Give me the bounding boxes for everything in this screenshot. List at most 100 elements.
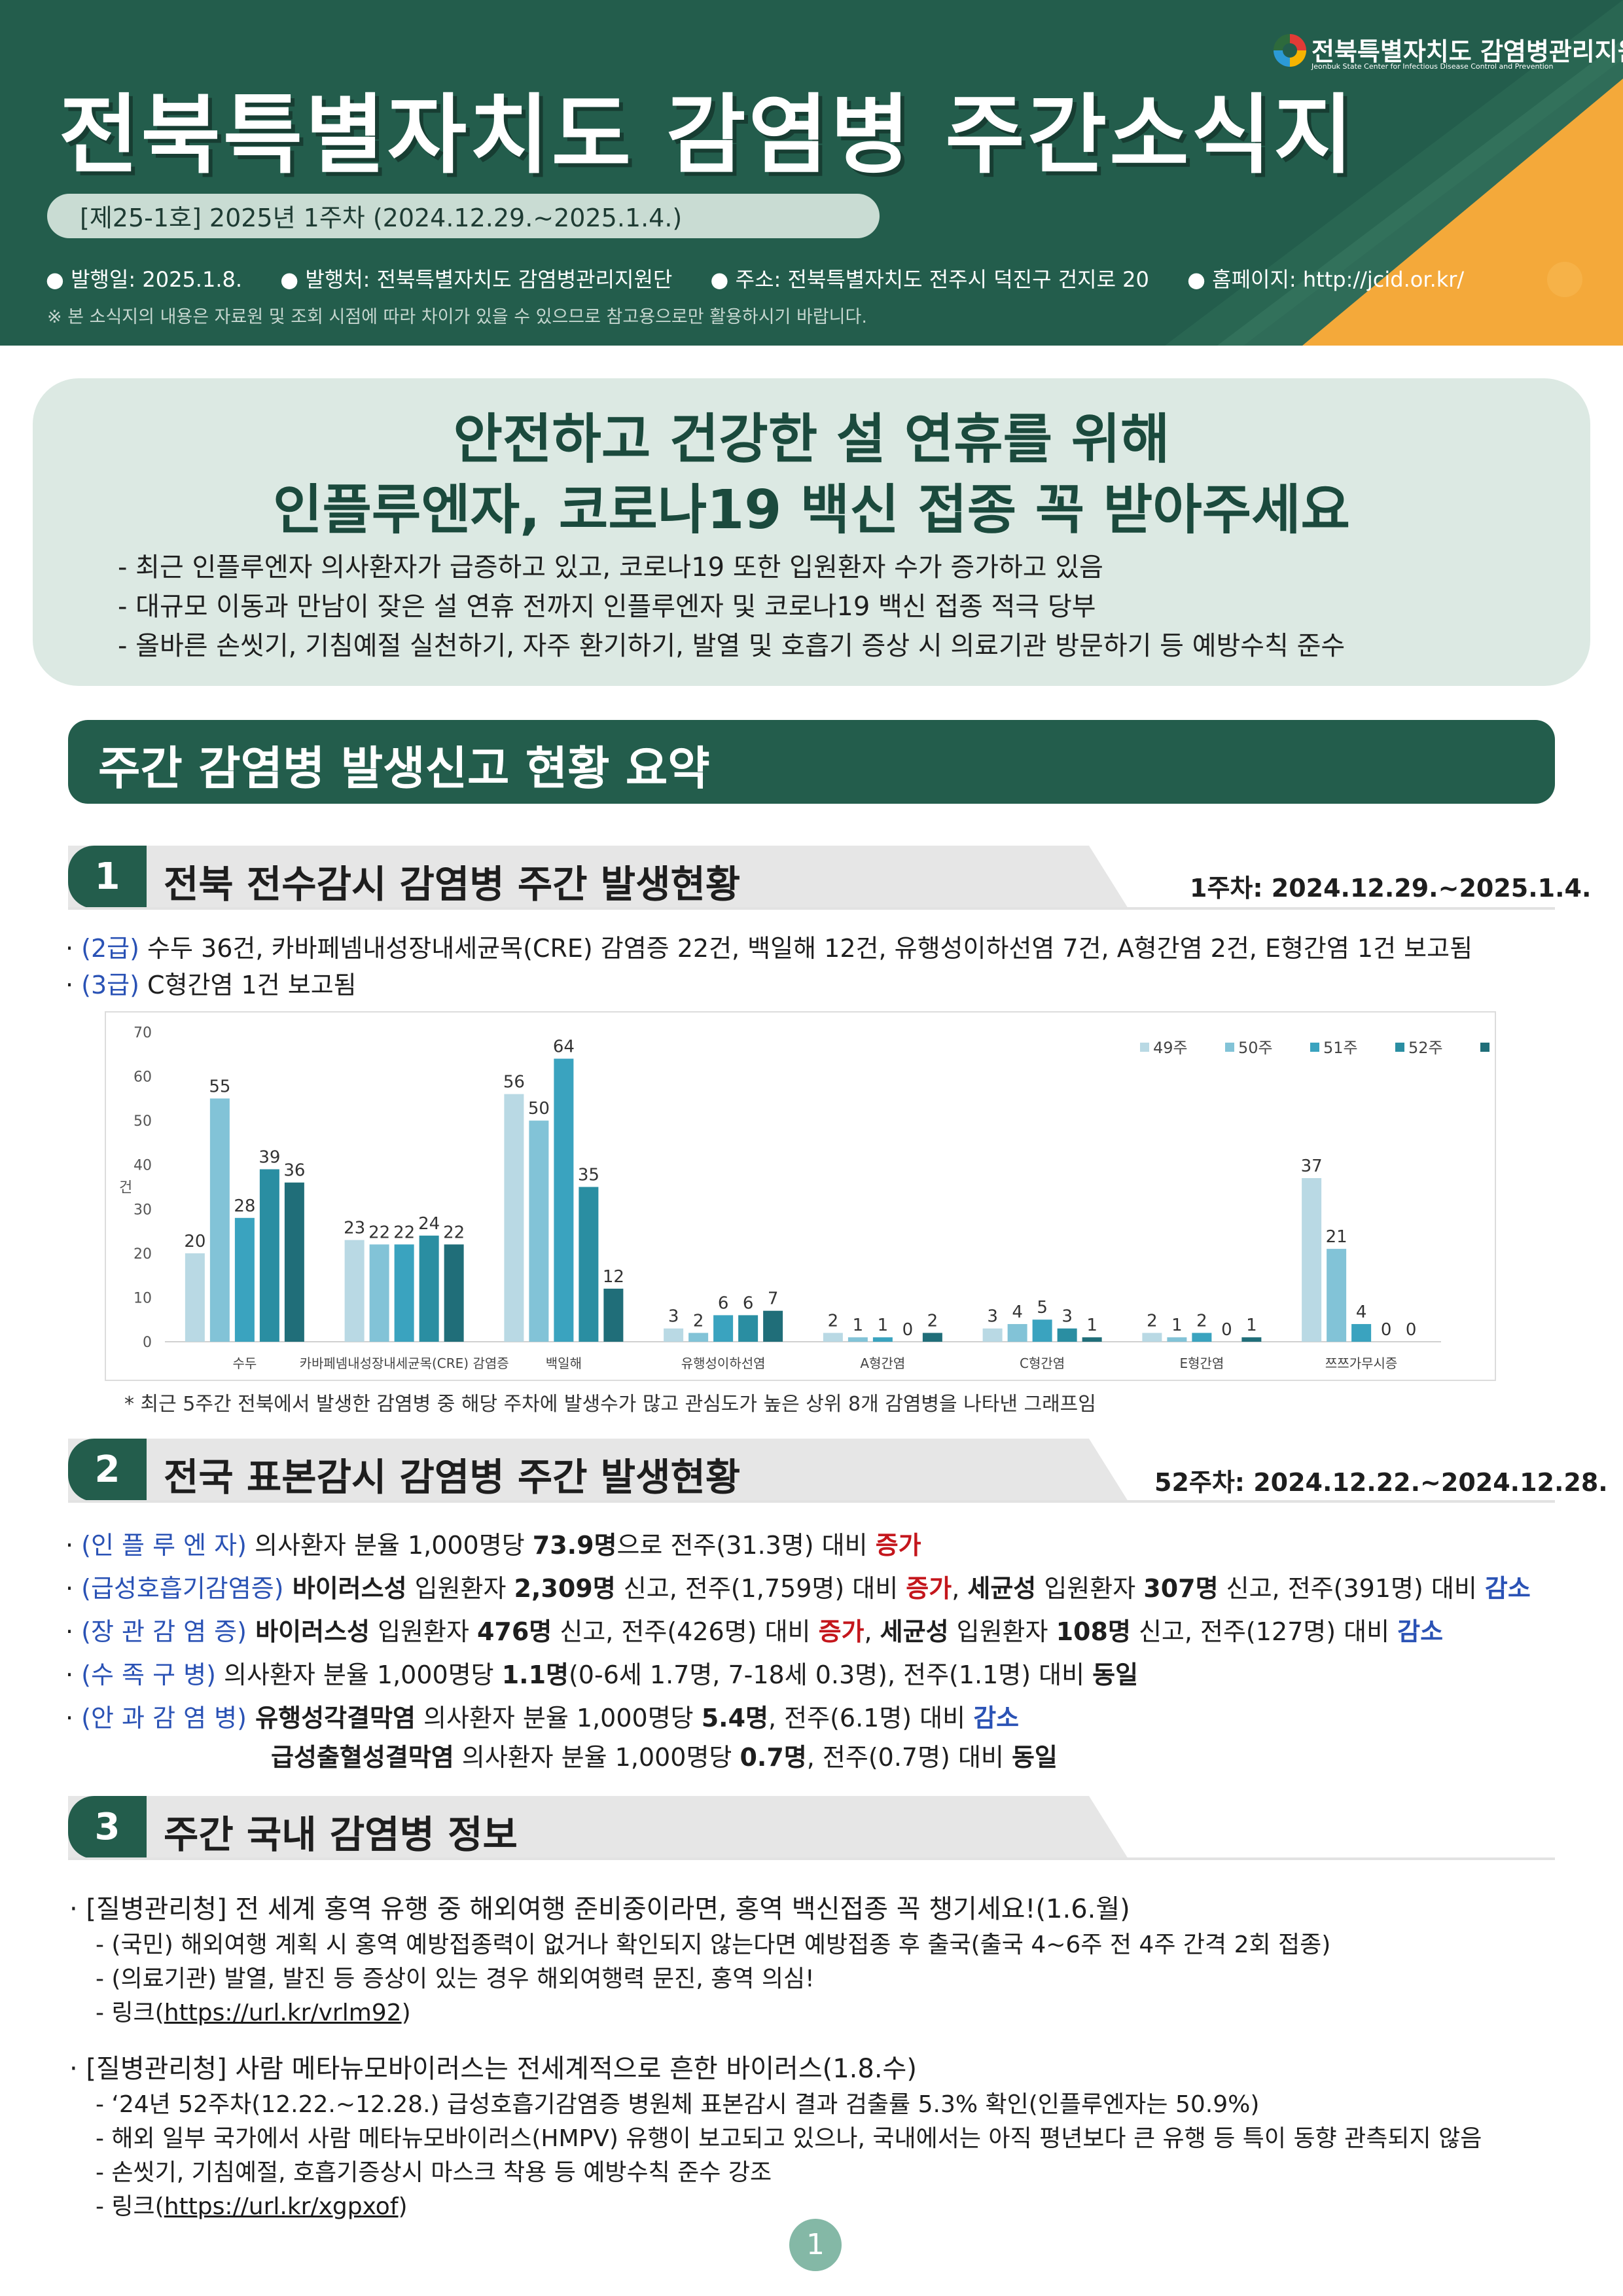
data-label: 6 bbox=[718, 1293, 729, 1313]
chart-bar bbox=[847, 1337, 868, 1342]
data-label: 1 bbox=[1086, 1316, 1097, 1335]
chart-bar bbox=[369, 1244, 389, 1342]
data-label: 37 bbox=[1301, 1157, 1323, 1176]
section3-title: 주간 국내 감염병 정보 bbox=[164, 1812, 518, 1857]
grade-label: (2급) bbox=[81, 934, 139, 963]
section1-header-bg bbox=[68, 846, 1128, 908]
section1-number: 1 bbox=[68, 846, 147, 908]
data-label: 2 bbox=[1147, 1311, 1158, 1331]
chart-bar bbox=[529, 1121, 549, 1342]
chart-bar bbox=[823, 1333, 843, 1342]
chart-bar bbox=[603, 1288, 624, 1342]
chart-frame: 0 10 20 30 40 50 60 70 건 20 55 28 39 36 수두 23 22 22 24 22 카바… bbox=[105, 1011, 1518, 1381]
homepage-link[interactable]: ● 홈페이지: http://jcid.or.kr/ bbox=[1187, 267, 1465, 292]
section2-title: 전국 표본감시 감염병 주간 발생현황 bbox=[164, 1455, 741, 1499]
news-item2-detail: - ‘24년 52주차(12.22.~12.28.) 급성호흡기감염증 병원체 … bbox=[96, 2091, 1260, 2118]
y-tick-label: 0 bbox=[143, 1335, 152, 1351]
data-label: 3 bbox=[668, 1307, 679, 1327]
x-tick-label: 유행성이하선염 bbox=[681, 1355, 766, 1371]
section1-line2: · (3급) C형간염 1건 보고됨 bbox=[65, 971, 357, 999]
data-label: 6 bbox=[743, 1293, 754, 1313]
news-item2-detail: - 손씻기, 기침예절, 호흡기증상시 마스크 착용 등 예방수칙 준수 강조 bbox=[96, 2159, 772, 2186]
data-label: 36 bbox=[283, 1161, 305, 1181]
data-label: 0 bbox=[1221, 1320, 1232, 1340]
section3-number: 3 bbox=[68, 1796, 147, 1859]
y-tick-label: 60 bbox=[134, 1069, 152, 1086]
x-tick-label: 백일해 bbox=[546, 1355, 582, 1371]
legend-swatch bbox=[1480, 1043, 1489, 1052]
news-item2-link[interactable]: https://url.kr/xgpxof bbox=[164, 2193, 399, 2220]
section2-underline bbox=[68, 1500, 1555, 1503]
chart-bar bbox=[872, 1337, 893, 1342]
chart-bar bbox=[185, 1253, 205, 1342]
notice-title-line1: 안전하고 건강한 설 연휴를 위해 bbox=[453, 408, 1170, 471]
grade-label: (3급) bbox=[81, 971, 139, 999]
chart-bar bbox=[1241, 1337, 1262, 1342]
data-label: 12 bbox=[603, 1267, 624, 1287]
notice-bullet: - 대규모 이동과 만남이 잦은 설 연휴 전까지 인플루엔자 및 코로나19 … bbox=[118, 592, 1096, 622]
news-item1-detail: - (의료기관) 발열, 발진 등 증상이 있는 경우 해외여행력 문진, 홍역… bbox=[96, 1965, 815, 1992]
data-label: 2 bbox=[693, 1311, 704, 1331]
data-label: 2 bbox=[828, 1311, 839, 1331]
news-item1-link[interactable]: https://url.kr/vrlm92 bbox=[164, 2000, 402, 2026]
influenza-label: (인 플 루 엔 자) bbox=[81, 1531, 247, 1560]
address: ● 주소: 전북특별자치도 전주시 덕진구 건지로 20 bbox=[710, 267, 1149, 292]
eye-infection-line: · (안 과 감 염 병) 유행성각결막염 의사환자 분율 1,000명당 5.… bbox=[65, 1704, 1020, 1732]
legend-label: 51주 bbox=[1323, 1039, 1358, 1057]
section1-underline bbox=[68, 907, 1555, 910]
y-tick-label: 40 bbox=[134, 1158, 152, 1174]
x-tick-label: 수두 bbox=[232, 1355, 257, 1371]
data-label: 2 bbox=[1196, 1311, 1207, 1331]
org-logo-icon bbox=[1274, 34, 1306, 67]
legend-swatch bbox=[1140, 1043, 1149, 1052]
data-label: 4 bbox=[1012, 1302, 1023, 1322]
decorative-circle-icon bbox=[1547, 262, 1582, 297]
chart-bar bbox=[234, 1217, 255, 1342]
chart-bar bbox=[1302, 1177, 1322, 1342]
grade-text: 수두 36건, 카바페넴내성장내세균목(CRE) 감염증 22건, 백일해 12… bbox=[139, 934, 1473, 963]
data-label: 1 bbox=[1246, 1316, 1257, 1335]
issue-number: [제25-1호] 2025년 1주차 (2024.12.29.~2025.1.4… bbox=[80, 204, 683, 232]
chart-bar bbox=[1032, 1319, 1052, 1342]
section1-title: 전북 전수감시 감염병 주간 발생현황 bbox=[164, 862, 741, 906]
data-label: 3 bbox=[1061, 1307, 1073, 1327]
data-label: 0 bbox=[1406, 1320, 1417, 1340]
data-label: 24 bbox=[418, 1214, 440, 1234]
x-tick-label: E형간염 bbox=[1179, 1355, 1224, 1371]
chart-bar bbox=[664, 1328, 684, 1342]
news-item2-title: · [질병관리청] 사람 메타뉴모바이러스는 전세계적으로 흔한 바이러스(1.… bbox=[69, 2054, 917, 2084]
chart-bar bbox=[259, 1169, 279, 1342]
summary-banner-title: 주간 감염병 발생신고 현황 요약 bbox=[98, 742, 710, 795]
chart-bar bbox=[394, 1244, 414, 1342]
data-label: 35 bbox=[578, 1166, 599, 1185]
enteric-line: · (장 관 감 염 증) 바이러스성 입원환자 476명 신고, 전주(426… bbox=[65, 1617, 1444, 1646]
chart-bar bbox=[1192, 1333, 1212, 1342]
eye-infection-label: (안 과 감 염 병) bbox=[81, 1704, 247, 1732]
section2-number: 2 bbox=[68, 1439, 147, 1501]
chart-bar bbox=[1351, 1323, 1372, 1342]
section2-header-bg bbox=[68, 1439, 1128, 1501]
chart-bar bbox=[344, 1240, 365, 1342]
notice-bullet: - 올바른 손씻기, 기침예절 실천하기, 자주 환기하기, 발열 및 호흡기 … bbox=[118, 631, 1346, 661]
influenza-line: · (인 플 루 엔 자) 의사환자 분율 1,000명당 73.9명으로 전주… bbox=[65, 1531, 921, 1560]
chart-bar bbox=[284, 1182, 304, 1342]
chart-bar bbox=[1007, 1323, 1027, 1342]
chart-bar bbox=[922, 1333, 942, 1342]
data-label: 20 bbox=[184, 1232, 205, 1251]
hfmd-label: (수 족 구 병) bbox=[81, 1660, 216, 1689]
section1-line1: · (2급) 수두 36건, 카바페넴내성장내세균목(CRE) 감염증 22건,… bbox=[65, 934, 1473, 963]
chart-bar bbox=[1327, 1249, 1347, 1342]
newsletter-title: 전북특별자치도 감염병 주간소식지 bbox=[59, 85, 1356, 186]
data-label: 1 bbox=[1171, 1316, 1183, 1335]
chart-bar bbox=[1142, 1333, 1162, 1342]
data-label: 0 bbox=[1381, 1320, 1392, 1340]
data-label: 22 bbox=[368, 1223, 390, 1242]
chart-bar bbox=[1167, 1337, 1187, 1342]
data-label: 22 bbox=[393, 1223, 415, 1242]
data-label: 39 bbox=[259, 1147, 280, 1167]
data-label: 23 bbox=[344, 1219, 365, 1238]
grade-text: C형간염 1건 보고됨 bbox=[139, 971, 357, 999]
chart-bar bbox=[688, 1333, 709, 1342]
data-label: 50 bbox=[528, 1099, 550, 1119]
